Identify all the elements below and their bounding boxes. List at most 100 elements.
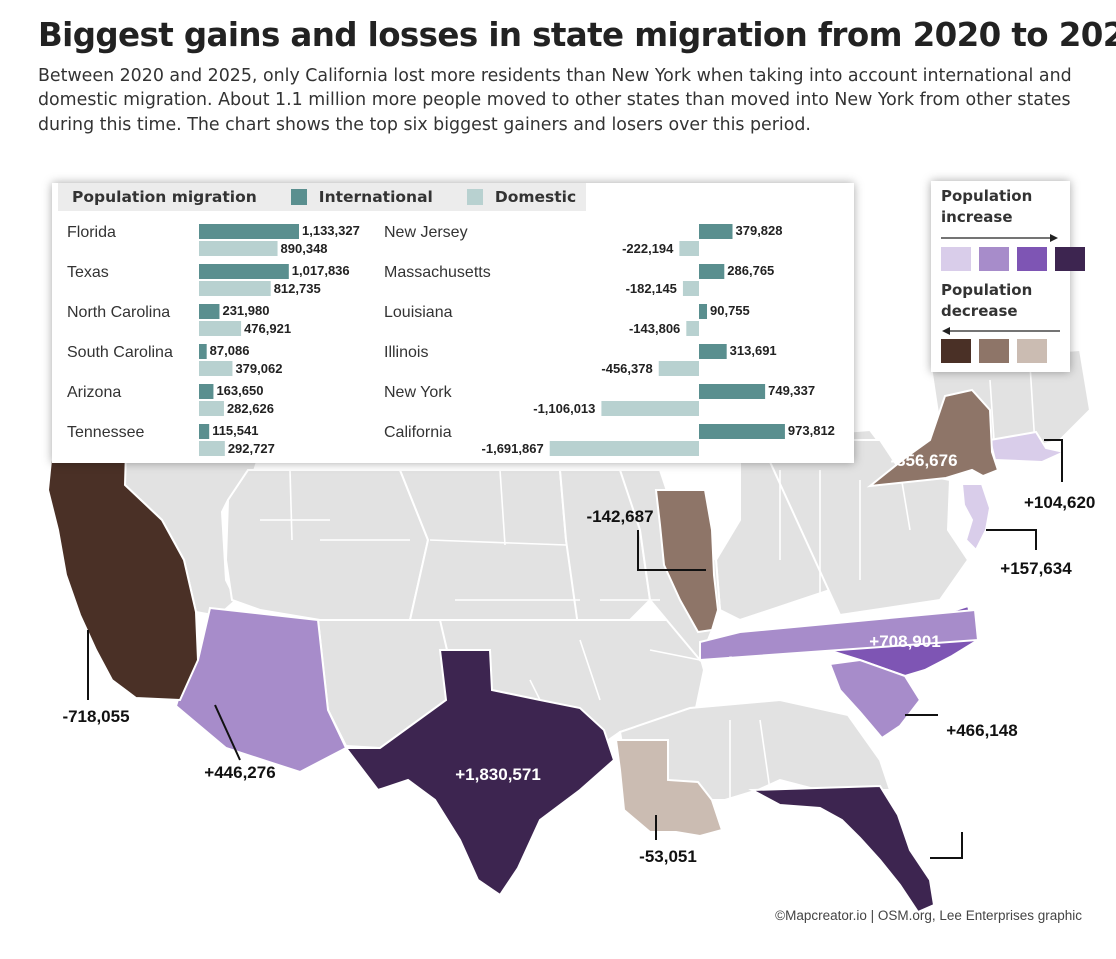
map-label-south-carolina: +466,148 (946, 721, 1017, 740)
decrease-swatch-2 (979, 339, 1009, 363)
source-credit: ©Mapcreator.io | OSM.org, Lee Enterprise… (775, 908, 1082, 923)
label-international-new-york: 749,337 (768, 383, 815, 398)
map-label-massachusetts: +104,620 (1024, 493, 1095, 512)
bar-international-south-carolina (199, 344, 207, 359)
label-domestic-north-carolina: 476,921 (244, 321, 291, 336)
label-international-florida: 1,133,327 (302, 223, 360, 238)
map-label-new-york: -356,676 (890, 451, 957, 470)
arrow-left-icon (942, 327, 950, 335)
label-international-north-carolina: 231,980 (222, 303, 269, 318)
bar-domestic-tennessee (199, 441, 225, 456)
migration-bar-chart: Florida 1,133,327 890,348 Texas 1,017,836 812… (67, 223, 835, 456)
state-florida (748, 784, 936, 914)
bar-international-california (699, 424, 785, 439)
state-label-new-jersey: New Jersey (384, 224, 468, 241)
domestic-swatch (466, 189, 483, 205)
bar-domestic-new-york (601, 401, 699, 416)
arrow-right-icon (1050, 234, 1058, 242)
label-international-illinois: 313,691 (730, 343, 777, 358)
bar-domestic-south-carolina (199, 361, 233, 376)
bar-domestic-california (549, 441, 699, 456)
chart-legend: Population migration International Domes… (58, 183, 587, 211)
bar-international-louisiana (699, 304, 708, 319)
label-domestic-new-york: -1,106,013 (533, 401, 595, 416)
state-label-new-york: New York (384, 384, 453, 401)
leader-lines (87, 439, 1063, 859)
leader-illinois (637, 530, 706, 571)
increase-swatch-2 (979, 247, 1009, 271)
state-new-jersey (960, 483, 992, 552)
map-label-texas: +1,830,571 (455, 765, 541, 784)
state-label-louisiana: Louisiana (384, 304, 453, 321)
state-new-york (866, 388, 1000, 488)
increase-scale (941, 247, 1085, 271)
label-international-south-carolina: 87,086 (210, 343, 250, 358)
state-label-north-carolina: North Carolina (67, 304, 170, 321)
label-international-texas: 1,017,836 (292, 263, 350, 278)
bar-international-massachusetts (699, 264, 725, 279)
state-border-16 (579, 639, 601, 701)
label-international-california: 973,812 (788, 423, 835, 438)
map-label-arizona: +446,276 (204, 763, 275, 782)
base-state-region-2 (224, 469, 430, 621)
label-domestic-massachusetts: -182,145 (626, 281, 677, 296)
state-label-massachusetts: Massachusetts (384, 264, 491, 281)
state-texas (343, 649, 616, 897)
bar-international-florida (199, 224, 299, 239)
label-international-louisiana: 90,755 (710, 303, 750, 318)
leader-new-jersey (986, 529, 1037, 550)
map-label-illinois: -142,687 (586, 507, 653, 526)
bar-domestic-illinois (658, 361, 699, 376)
map-label-california: -718,055 (62, 707, 129, 726)
label-domestic-louisiana: -143,806 (629, 321, 680, 336)
state-label-south-carolina: South Carolina (67, 344, 173, 361)
label-international-arizona: 163,650 (216, 383, 263, 398)
bar-international-tennessee (199, 424, 210, 439)
state-label-tennessee: Tennessee (67, 424, 144, 441)
state-label-california: California (384, 424, 452, 441)
state-border-18 (759, 719, 771, 791)
bar-domestic-louisiana (686, 321, 699, 336)
bar-international-illinois (699, 344, 727, 359)
label-international-massachusetts: 286,765 (727, 263, 774, 278)
population-decrease-label: Population decrease (941, 281, 1033, 320)
leader-florida (930, 832, 963, 859)
increase-swatch-1 (941, 247, 971, 271)
chart-subtitle: Between 2020 and 2025, only California l… (38, 66, 1072, 135)
bar-international-new-york (699, 384, 766, 399)
label-domestic-arizona: 282,626 (227, 401, 274, 416)
label-domestic-illinois: -456,378 (601, 361, 652, 376)
bar-domestic-florida (199, 241, 278, 256)
state-tennessee (699, 608, 980, 662)
legend-arrows (941, 234, 1060, 335)
leader-arizona (214, 704, 241, 761)
chart-title: Biggest gains and losses in state migrat… (38, 16, 1116, 54)
population-legend: Population increase Population decrease (931, 181, 1085, 372)
bar-international-north-carolina (199, 304, 220, 319)
legend-domestic: Domestic (494, 188, 577, 206)
bar-international-texas (199, 264, 289, 279)
bar-domestic-massachusetts (682, 281, 699, 296)
state-border-17 (649, 649, 701, 661)
state-label-arizona: Arizona (67, 384, 121, 401)
map-label-louisiana: -53,051 (639, 847, 697, 866)
label-domestic-california: -1,691,867 (482, 441, 544, 456)
state-louisiana (614, 739, 724, 838)
bar-domestic-texas (199, 281, 271, 296)
bar-domestic-north-carolina (199, 321, 242, 336)
map-label-north-carolina: +708,901 (869, 632, 940, 651)
label-domestic-texas: 812,735 (274, 281, 321, 296)
state-border-6 (499, 469, 506, 546)
map-label-tennessee: +408,268 (714, 653, 785, 672)
map-label-new-jersey: +157,634 (1000, 559, 1072, 578)
state-label-illinois: Illinois (384, 344, 428, 361)
decrease-swatch-1 (941, 339, 971, 363)
state-label-texas: Texas (67, 264, 109, 281)
state-label-florida: Florida (67, 224, 116, 241)
label-international-tennessee: 115,541 (212, 423, 258, 438)
label-domestic-florida: 890,348 (281, 241, 328, 256)
legend-international: International (318, 188, 433, 206)
label-domestic-tennessee: 292,727 (228, 441, 275, 456)
population-increase-label: Population increase (941, 187, 1033, 226)
base-state-region-6 (758, 439, 970, 617)
